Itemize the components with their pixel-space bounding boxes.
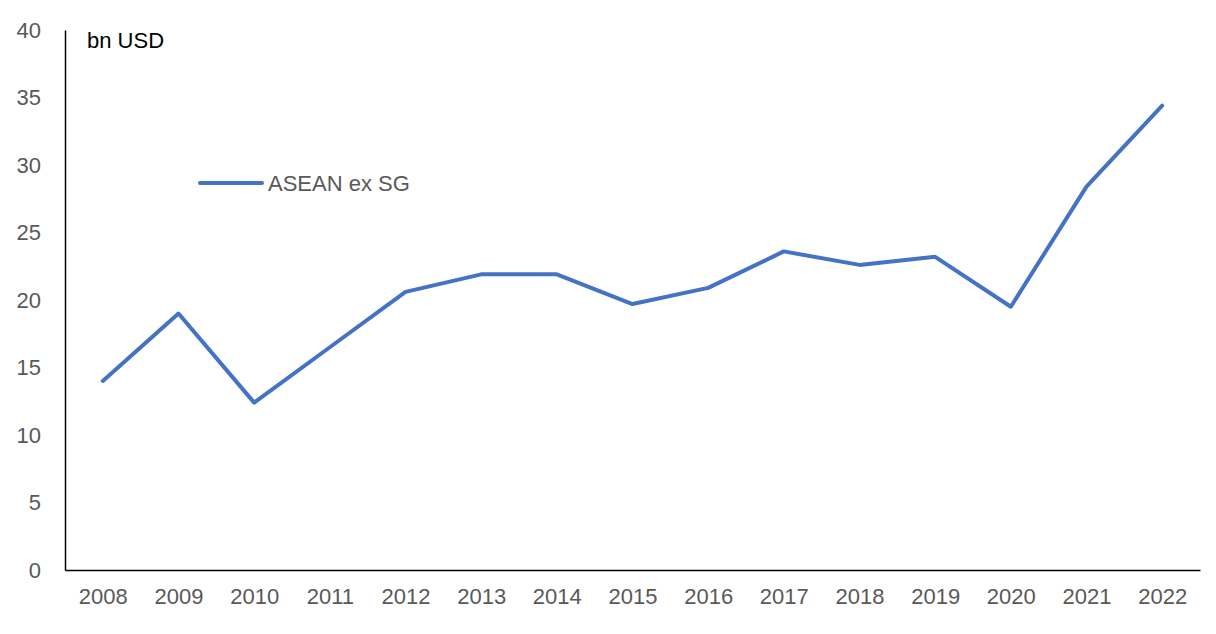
y-tick: 10 [17,423,65,448]
x-tick-label: 2009 [155,584,204,609]
series-line [103,106,1162,403]
x-tick-label: 2020 [987,584,1036,609]
x-tick-label: 2017 [760,584,809,609]
x-tick: 2008 [79,570,128,609]
x-tick: 2016 [684,570,733,609]
y-tick: 30 [17,153,65,178]
x-tick-label: 2016 [684,584,733,609]
x-tick-label: 2013 [457,584,506,609]
x-tick: 2018 [836,570,885,609]
legend-swatch [200,181,262,185]
x-tick: 2011 [307,570,354,609]
x-tick: 2009 [155,570,204,609]
x-tick: 2013 [457,570,506,609]
x-tick-label: 2019 [911,584,960,609]
y-tick-label: 25 [17,220,41,245]
x-axis: 2008 2009 2010 2011 2012 2013 2014 2015 2016 2017… [66,570,1201,609]
y-tick-label: 0 [29,558,41,583]
x-tick-label: 2008 [79,584,128,609]
x-axis-line [66,570,1201,572]
y-tick-label: 15 [17,355,41,380]
x-tick: 2022 [1138,570,1187,609]
y-tick: 25 [17,220,65,245]
x-tick-label: 2018 [836,584,885,609]
x-tick-label: 2011 [307,584,354,609]
x-tick-label: 2015 [609,584,658,609]
y-tick: 35 [17,85,65,110]
y-tick: 15 [17,355,65,380]
y-axis: 0 5 10 15 20 25 30 35 40 [17,18,66,583]
x-tick-label: 2012 [382,584,431,609]
x-tick-label: 2021 [1063,584,1112,609]
y-tick: 40 [17,18,65,43]
y-tick: 5 [29,490,65,515]
x-tick: 2015 [609,570,658,609]
x-tick: 2012 [382,570,431,609]
y-tick-label: 30 [17,153,41,178]
x-tick: 2017 [760,570,809,609]
x-tick-label: 2022 [1138,584,1187,609]
x-tick: 2021 [1063,570,1112,609]
x-tick-label: 2010 [230,584,279,609]
x-tick-label: 2014 [533,584,582,609]
x-tick: 2020 [987,570,1036,609]
y-tick-label: 35 [17,85,41,110]
y-tick: 0 [29,558,65,583]
y-tick-label: 5 [29,490,41,515]
legend-label: ASEAN ex SG [268,171,410,196]
y-tick-label: 20 [17,288,41,313]
legend: ASEAN ex SG [200,171,410,196]
chart: 0 5 10 15 20 25 30 35 40 2008 2009 2010 2011 2012 2013… [0,0,1216,634]
x-tick: 2014 [533,570,582,609]
y-tick-label: 10 [17,423,41,448]
x-tick: 2019 [911,570,960,609]
x-tick: 2010 [230,570,279,609]
y-tick-label: 40 [17,18,41,43]
y-unit-label: bn USD [87,28,164,53]
y-tick: 20 [17,288,65,313]
y-axis-line [65,31,67,571]
plot-area [103,106,1162,403]
